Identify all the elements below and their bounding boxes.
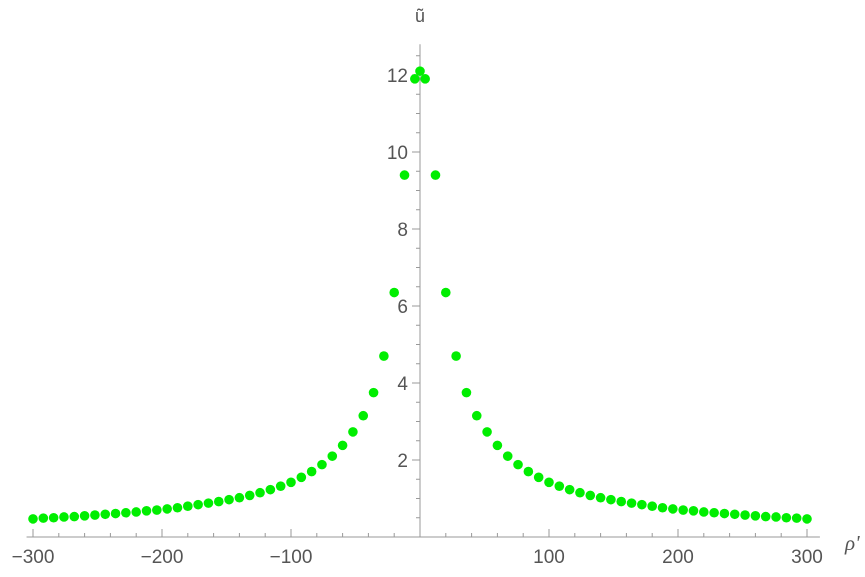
data-point	[492, 440, 503, 451]
data-point	[48, 512, 59, 523]
data-point	[647, 501, 657, 512]
data-point	[523, 466, 534, 477]
data-point	[90, 510, 100, 520]
data-point	[410, 74, 420, 84]
data-point	[699, 507, 709, 517]
data-point	[275, 481, 286, 491]
data-point	[203, 498, 214, 508]
data-point	[28, 514, 38, 524]
data-point	[471, 410, 482, 421]
x-tick-label: 300	[791, 547, 823, 568]
data-point	[399, 170, 410, 180]
data-point	[368, 387, 379, 398]
data-point	[255, 487, 265, 498]
data-point	[709, 507, 719, 518]
data-point	[317, 459, 327, 470]
data-point	[719, 508, 730, 519]
data-point	[637, 499, 647, 510]
x-tick-label: 100	[533, 547, 565, 568]
data-point	[544, 477, 554, 488]
data-point	[554, 481, 565, 491]
data-point	[564, 484, 575, 495]
y-tick-label: 10	[387, 143, 408, 164]
data-point	[59, 512, 69, 522]
data-point	[575, 487, 585, 498]
data-point	[729, 509, 740, 520]
data-point	[131, 507, 141, 517]
data-point	[595, 492, 606, 503]
data-point	[657, 502, 668, 513]
data-point	[348, 427, 358, 437]
data-point	[585, 490, 596, 501]
data-point	[172, 502, 183, 513]
data-point	[296, 472, 307, 483]
data-point	[668, 504, 678, 514]
data-point	[513, 459, 523, 470]
data-point	[183, 501, 193, 512]
data-point	[234, 492, 245, 503]
data-point	[265, 484, 276, 495]
y-tick-label: 12	[387, 66, 408, 87]
data-point	[141, 506, 152, 516]
data-point	[415, 66, 425, 76]
data-point	[750, 511, 761, 521]
data-point	[420, 74, 430, 84]
data-point	[502, 451, 513, 461]
data-point	[327, 451, 338, 461]
data-point	[69, 511, 80, 522]
data-point	[791, 513, 802, 523]
data-point	[688, 506, 699, 516]
data-point	[802, 514, 812, 524]
data-point	[533, 472, 544, 483]
y-tick-label: 8	[397, 220, 408, 241]
data-point	[606, 494, 616, 505]
x-axis-label: ρ'	[844, 531, 860, 555]
x-tick-label: 200	[662, 547, 694, 568]
data-point	[337, 440, 348, 451]
data-point	[306, 466, 317, 477]
data-point	[121, 507, 131, 518]
data-point	[616, 496, 627, 507]
axes	[26, 44, 820, 538]
data-point	[430, 170, 441, 180]
y-tick-label: 4	[397, 374, 408, 395]
data-point	[389, 287, 400, 298]
data-point	[162, 504, 172, 514]
data-point	[224, 494, 234, 505]
data-point	[358, 410, 369, 421]
data-point	[286, 477, 296, 488]
data-point	[678, 505, 688, 515]
data-point	[760, 511, 771, 522]
x-tick-label: −300	[12, 547, 55, 568]
data-point	[110, 508, 121, 519]
data-point	[451, 351, 461, 361]
data-point	[771, 512, 781, 522]
data-point	[626, 498, 637, 508]
data-point	[379, 351, 389, 361]
x-tick-label: −200	[141, 547, 184, 568]
data-point	[79, 511, 90, 521]
ticks: −300 −200 −100 100 200 300 2 4 6 8 10 12	[12, 55, 823, 568]
x-tick-label: −100	[270, 547, 313, 568]
data-point	[213, 496, 224, 507]
data-point	[441, 287, 451, 298]
data-point	[244, 490, 255, 501]
data-point	[100, 509, 111, 520]
data-point	[781, 512, 792, 523]
data-point	[740, 510, 750, 520]
data-point	[482, 427, 492, 437]
data-points	[28, 66, 812, 524]
data-point	[38, 513, 49, 523]
y-axis-label: ũ	[415, 6, 425, 26]
data-point	[193, 499, 203, 510]
data-point	[152, 505, 162, 515]
y-tick-label: 2	[397, 451, 408, 472]
y-tick-label: 6	[397, 297, 408, 318]
data-point	[461, 387, 472, 398]
